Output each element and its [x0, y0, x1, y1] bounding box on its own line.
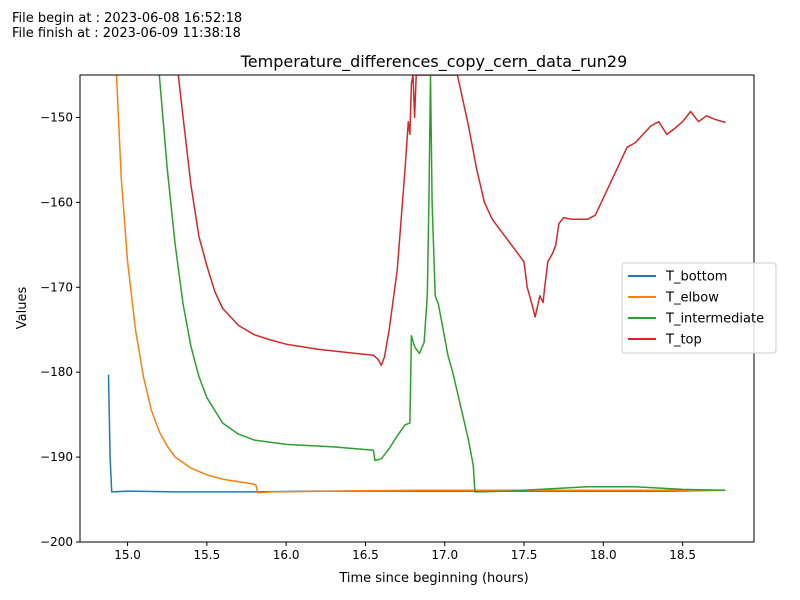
x-tick-label: 18.0: [590, 548, 617, 562]
series-layer: [107, 75, 726, 494]
series-line-t-intermediate: [158, 75, 726, 493]
legend: T_bottom T_elbow T_intermediate T_top: [621, 262, 777, 354]
x-tick-label: 15.0: [114, 548, 141, 562]
x-tick-label: 16.0: [273, 548, 300, 562]
legend-label: T_top: [665, 333, 702, 348]
x-tick-label: 17.0: [431, 548, 458, 562]
series-line-t-bottom: [107, 374, 726, 493]
chart-title: Temperature_differences_copy_cern_data_r…: [240, 52, 628, 72]
y-tick-label: −200: [40, 535, 73, 549]
legend-label: T_elbow: [665, 291, 719, 306]
legend-box: [621, 262, 777, 354]
x-tick-label: 18.5: [669, 548, 696, 562]
series-line-t-top: [177, 75, 726, 367]
y-tick-label: −190: [40, 450, 73, 464]
x-tick-label: 15.5: [194, 548, 221, 562]
series-line-t-elbow: [115, 75, 726, 494]
y-tick-label: −180: [40, 365, 73, 379]
x-axis: 15.0 15.5 16.0 16.5 17.0 17.5 18.0 18.5: [114, 542, 696, 562]
legend-label: T_bottom: [665, 270, 727, 285]
x-axis-label: Time since beginning (hours): [338, 571, 528, 586]
y-axis-label: Values: [15, 287, 30, 330]
y-tick-label: −170: [40, 280, 73, 294]
legend-label: T_intermediate: [665, 312, 764, 327]
x-tick-label: 16.5: [352, 548, 379, 562]
y-axis: −200 −190 −180 −170 −160 −150: [40, 110, 80, 549]
x-tick-label: 17.5: [511, 548, 538, 562]
file-finish-text: File finish at : 2023-06-09 11:38:18: [12, 26, 241, 41]
file-begin-text: File begin at : 2023-06-08 16:52:18: [12, 11, 243, 26]
y-tick-label: −160: [40, 195, 73, 209]
y-tick-label: −150: [40, 110, 73, 124]
